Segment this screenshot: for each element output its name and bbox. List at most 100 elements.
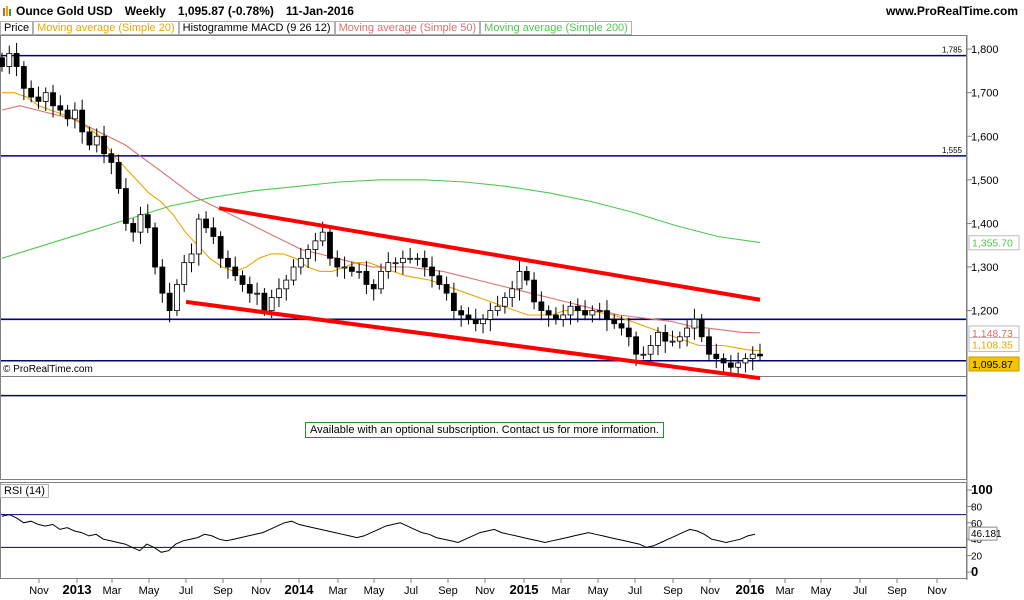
candle-body bbox=[13, 53, 20, 67]
x-axis-label: Sep bbox=[887, 585, 907, 597]
candle-body bbox=[290, 266, 297, 281]
candle-body bbox=[676, 336, 683, 342]
level-label: 1,785 bbox=[942, 46, 963, 55]
candle-body bbox=[749, 353, 756, 359]
candle-body bbox=[217, 236, 224, 259]
rsi-panel-label[interactable]: RSI (14) bbox=[0, 484, 49, 498]
candle-body bbox=[553, 314, 559, 320]
price-axis-label: 1,700 bbox=[971, 88, 999, 100]
candle-body bbox=[385, 262, 392, 272]
chart-date: 11-Jan-2016 bbox=[285, 4, 354, 18]
candle-body bbox=[720, 358, 727, 364]
candle-body bbox=[735, 362, 742, 368]
candle-body bbox=[370, 284, 377, 290]
candle-body bbox=[28, 87, 35, 98]
ma-line-3 bbox=[1, 179, 761, 259]
rsi-panel-frame bbox=[0, 482, 967, 579]
legend-ma50[interactable]: Moving average (Simple 50) bbox=[334, 21, 481, 35]
price-badge-label-ma50: 1,148.73 bbox=[972, 328, 1013, 340]
candle-body bbox=[195, 218, 202, 255]
channel-upper-line bbox=[218, 206, 761, 302]
instrument-name: Ounce Gold USD bbox=[16, 4, 113, 18]
x-axis-label: Sep bbox=[438, 585, 458, 597]
rsi-axis-label: 100 bbox=[971, 482, 993, 497]
x-axis-label: May bbox=[139, 585, 160, 597]
x-axis-label: Nov bbox=[475, 585, 495, 597]
rsi-axis-label: 60 bbox=[971, 519, 983, 530]
candle-body bbox=[42, 92, 49, 102]
legend-macd[interactable]: Histogramme MACD (9 26 12) bbox=[178, 21, 335, 35]
candle-body bbox=[283, 279, 290, 290]
x-axis-label: May bbox=[364, 585, 385, 597]
candle-body bbox=[640, 353, 647, 356]
candle-body bbox=[509, 288, 516, 298]
candle-body bbox=[144, 214, 151, 229]
candle-body bbox=[181, 262, 188, 285]
candle-body bbox=[458, 310, 465, 316]
candle-body bbox=[79, 109, 86, 133]
x-axis-label: Nov bbox=[700, 585, 720, 597]
candle-body bbox=[254, 292, 260, 295]
gold-logo-icon bbox=[3, 5, 12, 17]
candle-body bbox=[450, 292, 457, 312]
price-badge-label-ma200: 1,355.70 bbox=[972, 238, 1013, 250]
rsi-axis-label: 20 bbox=[971, 552, 983, 563]
candle-body bbox=[93, 135, 100, 146]
price-change: 1,095.87 (-0.78%) bbox=[177, 4, 274, 18]
site-url[interactable]: www.ProRealTime.com bbox=[885, 4, 1018, 18]
candle-body bbox=[523, 270, 530, 281]
candle-body bbox=[0, 57, 5, 67]
x-axis-label: Nov bbox=[251, 585, 271, 597]
rsi-axis-label: 80 bbox=[971, 502, 983, 513]
candle-body bbox=[348, 266, 355, 272]
candle-body bbox=[152, 227, 158, 268]
candle-body bbox=[305, 249, 312, 259]
candle-body bbox=[429, 266, 435, 277]
candle-body bbox=[443, 284, 450, 294]
candle-body bbox=[203, 218, 209, 229]
legend-ma200[interactable]: Moving average (Simple 200) bbox=[480, 21, 632, 35]
candle-body bbox=[166, 292, 173, 312]
candle-body bbox=[480, 318, 486, 325]
candle-body bbox=[560, 314, 567, 320]
candle-body bbox=[392, 262, 399, 265]
candle-body bbox=[494, 305, 501, 312]
candle-body bbox=[246, 284, 253, 294]
candle-body bbox=[188, 253, 195, 264]
candle-body bbox=[239, 275, 246, 285]
subscription-note[interactable]: Available with an optional subscription.… bbox=[305, 422, 664, 438]
price-badge-label-last: 1,095.87 bbox=[972, 359, 1013, 371]
legend-price[interactable]: Price bbox=[0, 21, 34, 35]
candle-body bbox=[604, 310, 610, 320]
x-axis-label: Mar bbox=[329, 585, 348, 597]
candle-body bbox=[50, 92, 56, 107]
candle-body bbox=[327, 231, 333, 259]
x-axis-label: May bbox=[588, 585, 609, 597]
candle-body bbox=[727, 362, 734, 368]
candle-body bbox=[174, 284, 180, 312]
candle-body bbox=[436, 275, 443, 285]
price-badge-ma20 bbox=[968, 337, 1020, 353]
price-badge-label-ma20: 1,108.35 bbox=[972, 340, 1013, 352]
x-axis-label: Mar bbox=[552, 585, 571, 597]
candle-body bbox=[130, 223, 137, 233]
candle-body bbox=[341, 266, 348, 269]
candle-body bbox=[261, 292, 268, 312]
x-axis-label: 2016 bbox=[736, 582, 765, 597]
rsi-line bbox=[1, 514, 756, 553]
copyright-text: © ProRealTime.com bbox=[3, 364, 93, 375]
price-axis-label: 1,500 bbox=[971, 175, 999, 187]
candle-body bbox=[407, 257, 414, 260]
candle-body bbox=[210, 227, 217, 237]
rsi-value-badge bbox=[968, 526, 998, 541]
candle-body bbox=[487, 310, 494, 320]
legend-ma20[interactable]: Moving average (Simple 20) bbox=[33, 21, 179, 35]
candle-body bbox=[378, 270, 384, 290]
candle-body bbox=[232, 266, 239, 277]
candle-body bbox=[414, 257, 421, 260]
candle-body bbox=[582, 310, 588, 316]
candle-body bbox=[312, 240, 319, 250]
candle-body bbox=[531, 279, 537, 303]
candle-body bbox=[684, 327, 691, 338]
